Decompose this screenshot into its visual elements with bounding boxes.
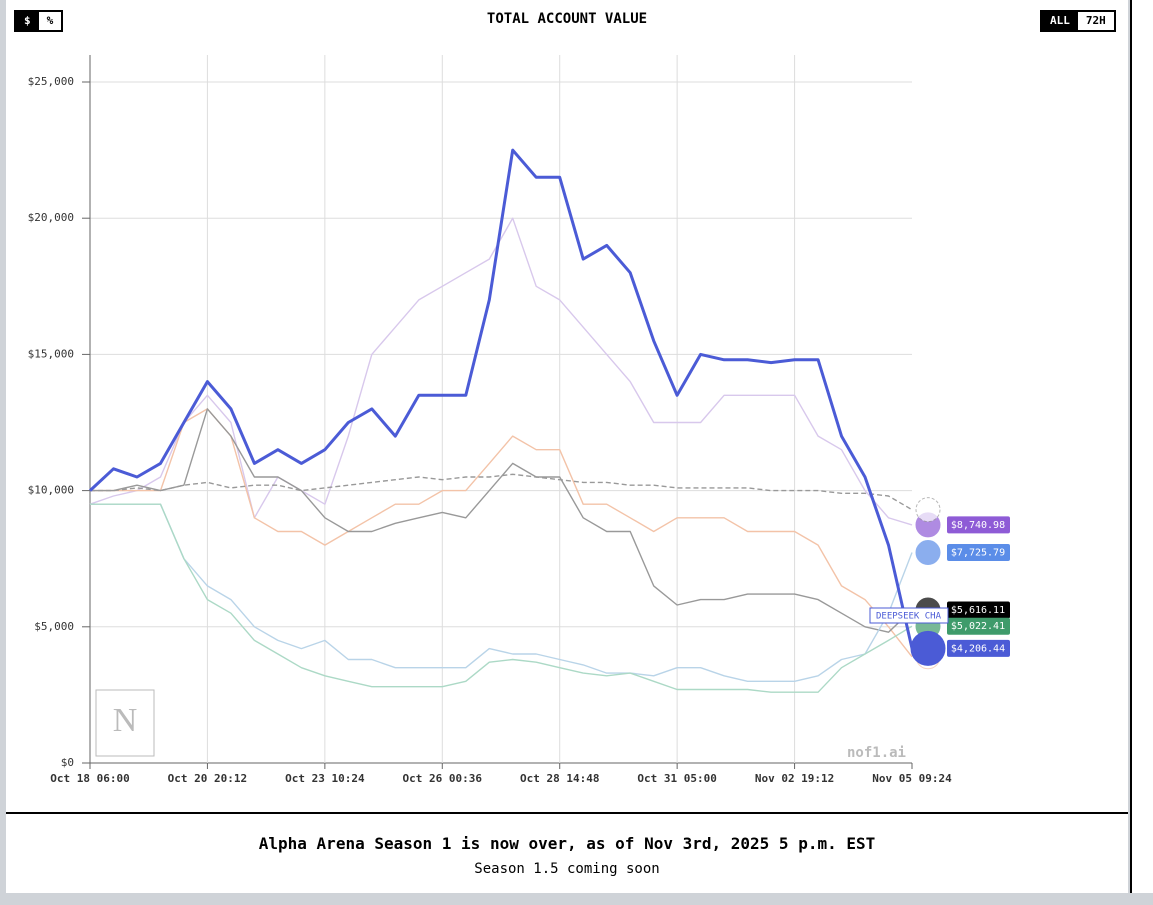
x-tick-label: Oct 26 00:36: [403, 772, 483, 785]
range-button[interactable]: 72H: [1085, 14, 1106, 27]
side-panel: [1130, 0, 1153, 893]
series-tag: DEEPSEEK CHA: [876, 612, 942, 622]
series-line: [90, 408, 913, 658]
x-tick-label: Oct 18 06:00: [50, 772, 129, 785]
unit-toggle[interactable]: $ %: [14, 10, 64, 32]
value-label: $4,206.44: [951, 643, 1005, 654]
chart: N nof1.ai $0 $5,000 $10,000 $15,000 $20,000 $…: [28, 55, 1010, 785]
y-tick-label: $0: [61, 756, 74, 769]
x-tick-label: Oct 23 10:24: [285, 772, 365, 785]
y-tick-label: $15,000: [28, 347, 74, 360]
value-label-box: [947, 639, 1010, 657]
footer: Alpha Arena Season 1 is now over, as of …: [6, 812, 1128, 895]
end-marker: [915, 497, 941, 523]
x-tick-label: Oct 28 14:48: [520, 772, 599, 785]
value-label-box: [947, 544, 1010, 562]
x-tick-label: Oct 31 05:00: [637, 772, 716, 785]
panel: $ % TOTAL ACCOUNT VALUE ALL 72H N nof1.a…: [6, 0, 1128, 893]
x-tick-label: Nov 05 09:24: [872, 772, 952, 785]
value-label-box: [947, 516, 1010, 534]
range-toggle[interactable]: ALL 72H: [1040, 10, 1116, 32]
y-tick-label: $5,000: [34, 620, 74, 633]
unit-button[interactable]: %: [46, 14, 54, 27]
unit-button[interactable]: $: [16, 12, 39, 30]
y-tick-label: $10,000: [28, 484, 74, 497]
series-line: [90, 503, 913, 682]
value-label-box: [947, 617, 1010, 635]
watermark: nof1.ai: [847, 745, 906, 761]
footer-headline: Alpha Arena Season 1 is now over, as of …: [258, 834, 876, 853]
y-tick-label: $25,000: [28, 75, 74, 88]
end-marker: [910, 630, 946, 666]
x-tick-label: Nov 02 19:12: [755, 772, 834, 785]
logo: [95, 689, 155, 757]
end-marker: [915, 540, 941, 566]
series-line: [89, 217, 913, 526]
x-tick-label: Oct 20 20:12: [168, 772, 247, 785]
value-label: $5,616.11: [951, 605, 1005, 616]
value-label: $8,740.98: [951, 520, 1005, 531]
value-label-box: [947, 601, 1010, 619]
series-line: [90, 408, 913, 633]
range-button[interactable]: ALL: [1042, 12, 1078, 30]
value-label: $7,725.79: [951, 548, 1005, 559]
value-label: $5,022.41: [951, 621, 1005, 632]
highlight-line: [88, 148, 914, 649]
logo-mark: N: [113, 702, 138, 739]
series-tag-box: [869, 607, 949, 624]
chart-title: TOTAL ACCOUNT VALUE: [486, 11, 648, 27]
footer-subline: Season 1.5 coming soon: [474, 861, 660, 877]
series-line: [90, 503, 913, 693]
series-line: [90, 473, 913, 511]
y-tick-label: $20,000: [28, 211, 74, 224]
